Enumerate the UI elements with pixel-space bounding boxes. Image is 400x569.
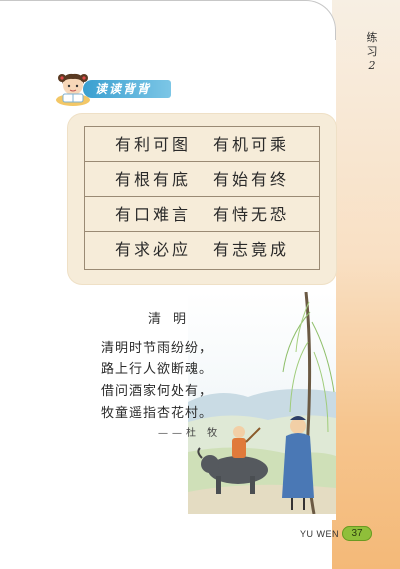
idiom-grid: 有利可图 有机可乘 有根有底 有始有终 有口难言 有恃无恐 有求必应 有志竟成 bbox=[84, 126, 320, 270]
poem-line: 路上行人欲断魂。 bbox=[101, 362, 214, 377]
banner-title: 读读背背 bbox=[95, 82, 152, 96]
idiom-cell: 有口难言 bbox=[115, 205, 192, 224]
section-number: 2 bbox=[368, 59, 376, 72]
poem-line: 借问酒家何处有， bbox=[101, 384, 214, 399]
poem-line: 牧童遥指杏花村。 bbox=[101, 406, 214, 421]
idiom-row: 有利可图 有机可乘 bbox=[85, 127, 319, 162]
idiom-row: 有根有底 有始有终 bbox=[85, 162, 319, 197]
idiom-cell: 有始有终 bbox=[213, 170, 290, 189]
idiom-cell: 有根有底 bbox=[115, 170, 192, 189]
idiom-cell: 有求必应 bbox=[115, 240, 192, 259]
reading-girl-icon bbox=[56, 73, 90, 106]
poem-author: ——杜 牧 bbox=[158, 428, 222, 439]
page-corner-curve bbox=[0, 0, 336, 40]
poem-line: 清明时节雨纷纷， bbox=[101, 341, 214, 356]
section-label-text: 练习 bbox=[366, 31, 378, 58]
idiom-cell: 有利可图 bbox=[115, 135, 192, 154]
banner-bar bbox=[83, 80, 171, 98]
idiom-board: 有利可图 有机可乘 有根有底 有始有终 有口难言 有恃无恐 有求必应 有志竟成 bbox=[68, 114, 336, 284]
footer-subject: YU WEN bbox=[300, 529, 339, 539]
idiom-row: 有口难言 有恃无恐 bbox=[85, 197, 319, 232]
poem-illustration bbox=[188, 292, 336, 514]
idiom-cell: 有恃无恐 bbox=[213, 205, 290, 224]
section-label: 练习 2 bbox=[362, 31, 382, 73]
page-side-strip bbox=[332, 0, 400, 569]
idiom-row: 有求必应 有志竟成 bbox=[85, 232, 319, 267]
reading-banner: 读读背背 bbox=[53, 70, 171, 106]
poem-title: 清明 bbox=[148, 312, 199, 327]
idiom-cell: 有机可乘 bbox=[213, 135, 290, 154]
page-number-badge: 37 bbox=[342, 526, 372, 541]
idiom-cell: 有志竟成 bbox=[213, 240, 290, 259]
page-number: 37 bbox=[351, 528, 363, 539]
